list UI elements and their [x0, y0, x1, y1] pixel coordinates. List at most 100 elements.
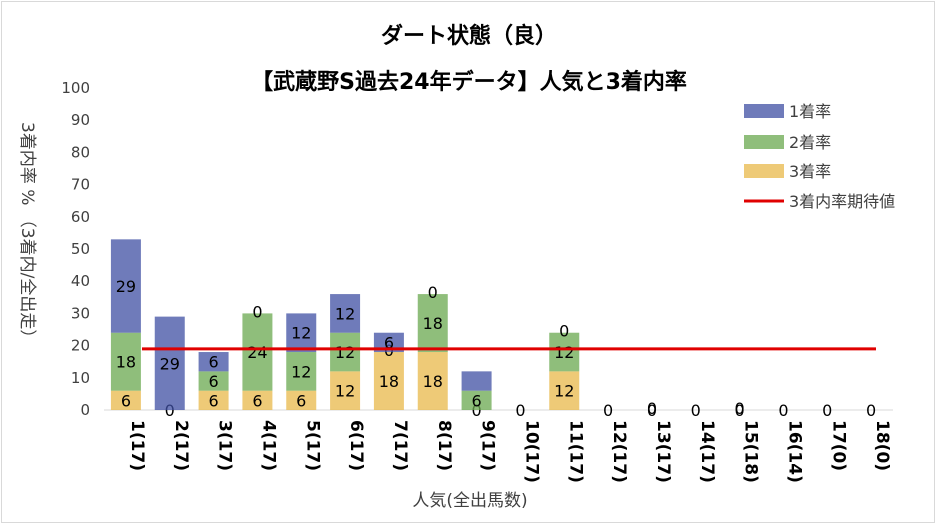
data-label: 0	[252, 302, 262, 321]
bar-segment-1st	[461, 371, 492, 391]
data-label: 6	[208, 353, 218, 372]
x-tick-label: 8(17)	[434, 420, 454, 471]
bar-segment-1st	[330, 294, 361, 333]
data-label: 6	[471, 391, 481, 410]
x-tick-label: 15(18)	[741, 420, 761, 483]
x-tick-label: 13(17)	[653, 420, 673, 483]
bar-segment-2nd	[461, 390, 492, 410]
x-tick-label: 14(17)	[697, 420, 717, 483]
y-tick-label: 80	[71, 143, 90, 161]
bar-segment-3rd	[549, 371, 580, 410]
x-tick-label: 16(14)	[784, 420, 804, 483]
data-label: 12	[291, 324, 311, 343]
data-label: 18	[379, 372, 399, 391]
bar-segment-1st	[373, 332, 404, 353]
data-label: 12	[554, 382, 574, 401]
x-tick-label: 18(0)	[872, 420, 892, 471]
data-label: 29	[116, 277, 136, 296]
bar-segment-3rd	[417, 352, 448, 410]
x-tick-label: 17(0)	[828, 420, 848, 471]
data-label: 12	[291, 362, 311, 381]
x-tick-label: 1(17)	[127, 420, 147, 471]
data-label: 0	[428, 283, 438, 302]
bar-segment-2nd	[549, 332, 580, 372]
data-label: 12	[335, 304, 355, 323]
data-label: 0	[866, 401, 876, 420]
data-label: 0	[778, 401, 788, 420]
bar-segment-3rd	[242, 390, 273, 410]
bar-segment-3rd	[330, 371, 361, 410]
data-label: 12	[335, 382, 355, 401]
legend-swatch	[744, 104, 784, 118]
x-tick-label: 2(17)	[171, 420, 191, 471]
data-label: 0	[734, 401, 744, 420]
bar-segment-2nd	[330, 332, 361, 372]
bar-segment-3rd	[198, 390, 229, 410]
data-label: 18	[423, 372, 443, 391]
chart-title: ダート状態（良）	[380, 24, 557, 49]
y-tick-label: 20	[71, 337, 90, 355]
bar-segment-3rd	[110, 390, 141, 410]
bar-segment-1st	[110, 239, 141, 333]
y-tick-label: 10	[71, 369, 90, 387]
data-label: 18	[423, 314, 443, 333]
y-axis-label: 3着内率 % （3着内/全出走）	[17, 122, 37, 346]
data-label: 0	[691, 401, 701, 420]
x-tick-label: 4(17)	[258, 420, 278, 471]
x-tick-label: 5(17)	[302, 420, 322, 471]
bar-segment-2nd	[110, 332, 141, 391]
bar-segment-1st	[154, 316, 185, 410]
legend-swatch	[744, 135, 784, 149]
x-tick-label: 7(17)	[390, 420, 410, 471]
data-label: 6	[121, 391, 131, 410]
legend-label: 3着率	[789, 162, 831, 181]
bar-segment-3rd	[373, 352, 404, 410]
data-label: 18	[116, 353, 136, 372]
bar-segment-2nd	[417, 294, 448, 353]
legend-label: 1着率	[789, 102, 831, 121]
data-label: 6	[208, 372, 218, 391]
data-label: 0	[822, 401, 832, 420]
x-tick-label: 12(17)	[609, 420, 629, 483]
x-axis-label: 人気(全出馬数)	[412, 491, 527, 511]
data-label: 6	[252, 391, 262, 410]
y-tick-label: 90	[71, 111, 90, 129]
data-label: 6	[296, 391, 306, 410]
data-label: 6	[208, 391, 218, 410]
bar-segment-2nd	[242, 313, 273, 391]
x-tick-label: 11(17)	[565, 420, 585, 483]
bar-segment-1st	[286, 313, 317, 353]
data-label: 0	[559, 322, 569, 341]
bar-segment-2nd	[286, 352, 317, 391]
x-tick-label: 9(17)	[478, 420, 498, 471]
data-label: 12	[554, 343, 574, 362]
x-tick-label: 3(17)	[215, 420, 235, 471]
y-tick-label: 30	[71, 304, 90, 322]
y-tick-label: 100	[61, 79, 90, 97]
legend-swatch	[744, 164, 784, 178]
legend-label: 3着内率期待値	[789, 192, 895, 211]
y-tick-label: 60	[71, 208, 90, 226]
data-label: 0	[734, 399, 744, 418]
x-tick-label: 6(17)	[346, 420, 366, 471]
data-label: 6	[384, 333, 394, 352]
data-label: 0	[647, 401, 657, 420]
bar-segment-1st	[198, 352, 229, 372]
data-label: 0	[515, 401, 525, 420]
data-label: 0	[471, 401, 481, 420]
y-tick-label: 50	[71, 240, 90, 258]
chart-subtitle: 【武蔵野S過去24年データ】人気と3着内率	[251, 70, 687, 95]
bar-segment-3rd	[286, 390, 317, 410]
bar-segment-2nd	[198, 371, 229, 391]
data-label: 0	[603, 401, 613, 420]
data-label: 29	[160, 354, 180, 373]
y-tick-label: 70	[71, 176, 90, 194]
data-label: 0	[647, 399, 657, 418]
y-tick-label: 0	[80, 401, 90, 419]
x-tick-label: 10(17)	[521, 420, 541, 483]
data-label: 24	[247, 343, 267, 362]
y-tick-label: 40	[71, 272, 90, 290]
legend-label: 2着率	[789, 133, 831, 152]
